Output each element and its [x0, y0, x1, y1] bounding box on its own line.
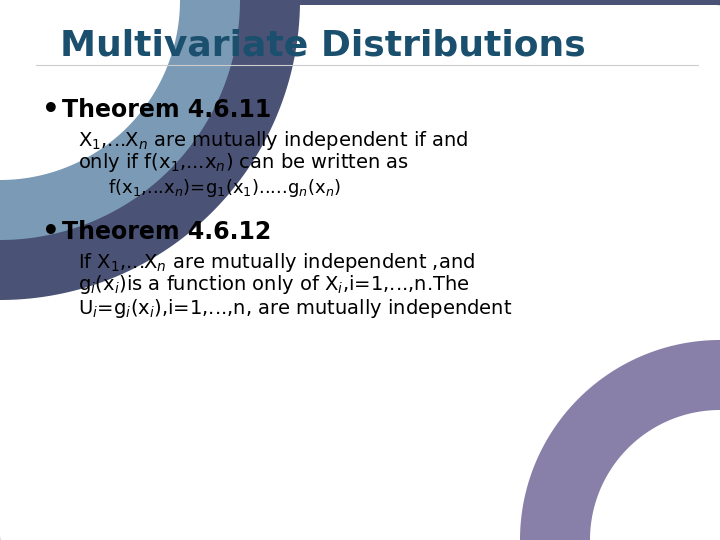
Text: Multivariate Distributions: Multivariate Distributions: [60, 28, 586, 62]
Text: If X$_1$,...X$_n$ are mutually independent ,and: If X$_1$,...X$_n$ are mutually independe…: [78, 251, 475, 273]
Polygon shape: [0, 0, 180, 180]
Text: U$_i$=g$_i$(x$_i$),i=1,...,n, are mutually independent: U$_i$=g$_i$(x$_i$),i=1,...,n, are mutual…: [78, 296, 512, 320]
Polygon shape: [590, 410, 720, 540]
Text: Theorem 4.6.11: Theorem 4.6.11: [62, 98, 271, 122]
Text: X$_1$,...X$_n$ are mutually independent if and: X$_1$,...X$_n$ are mutually independent …: [78, 129, 469, 152]
Polygon shape: [520, 340, 720, 540]
Text: Theorem 4.6.12: Theorem 4.6.12: [62, 220, 271, 244]
Text: f(x$_1$,...x$_n$)=g$_1$(x$_1$).....g$_n$(x$_n$): f(x$_1$,...x$_n$)=g$_1$(x$_1$).....g$_n$…: [108, 177, 341, 199]
FancyBboxPatch shape: [0, 5, 720, 540]
Text: g$_i$(x$_i$)is a function only of X$_i$,i=1,...,n.The: g$_i$(x$_i$)is a function only of X$_i$,…: [78, 273, 469, 296]
Polygon shape: [0, 0, 300, 300]
Text: •: •: [42, 96, 60, 124]
Polygon shape: [0, 0, 240, 240]
Text: only if f(x$_1$,...x$_n$) can be written as: only if f(x$_1$,...x$_n$) can be written…: [78, 152, 409, 174]
Text: •: •: [42, 218, 60, 246]
